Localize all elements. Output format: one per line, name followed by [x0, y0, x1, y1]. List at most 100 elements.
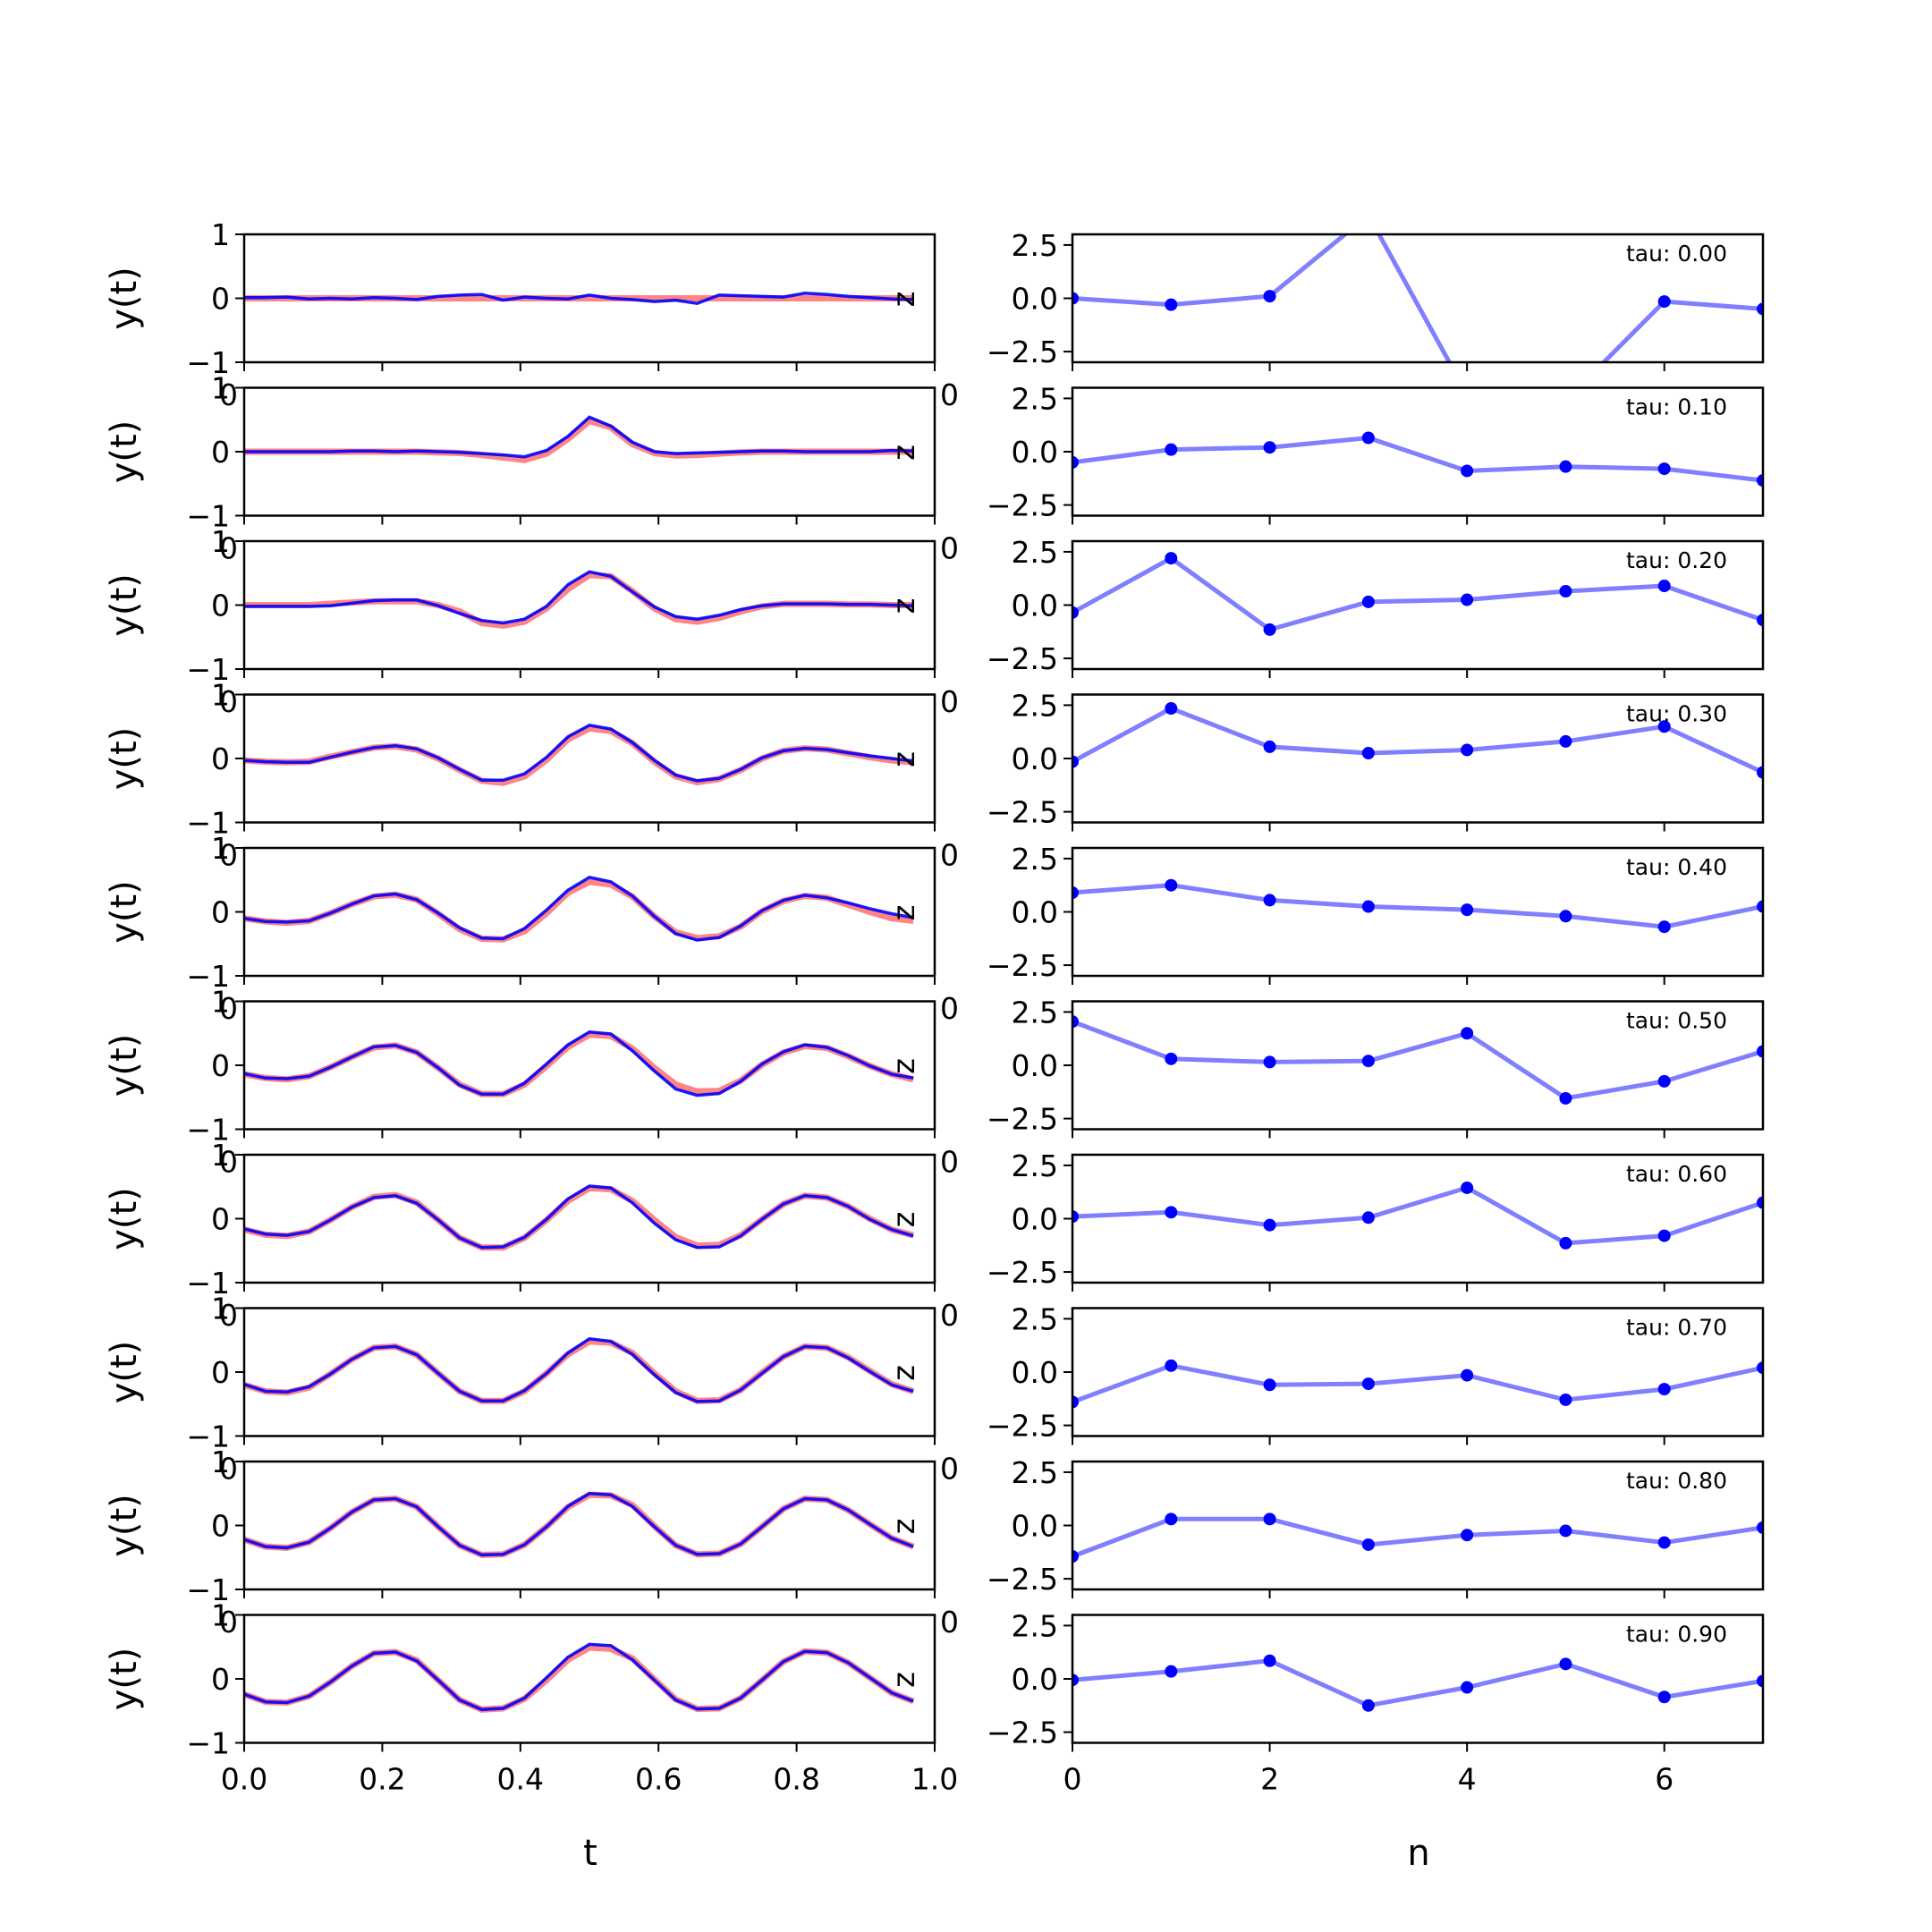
coefficient-point — [1657, 1690, 1671, 1704]
left-y-tick-label: −1 — [186, 806, 230, 841]
coefficient-point — [1757, 1521, 1763, 1534]
coefficient-point — [1757, 766, 1763, 779]
left-y-tick-label: 1 — [211, 1292, 230, 1326]
stray-tick-label-left: 0 — [219, 1298, 238, 1333]
left-y-tick-label: −1 — [186, 499, 230, 534]
left-subplot: 10−1y(t) z0 0 — [104, 678, 959, 873]
right-y-tick-label: 2.5 — [1012, 1148, 1058, 1183]
left-y-tick-label: 0 — [211, 1355, 230, 1390]
left-y-axis-label: y(t) — [104, 420, 145, 484]
right-y-tick-label: −2.5 — [987, 948, 1058, 983]
prediction-series-line — [244, 1642, 914, 1712]
coefficient-point — [1361, 595, 1375, 608]
coefficient-series-line — [1072, 1516, 1763, 1559]
left-subplot: 10−1y(t) z0 0 — [104, 1292, 959, 1487]
left-y-axis-label: y(t) — [104, 1648, 145, 1711]
coefficient-point — [1559, 585, 1572, 598]
prediction-series-line — [244, 1336, 914, 1403]
coefficient-point — [1072, 1550, 1079, 1563]
prediction-series-line — [244, 1184, 914, 1250]
coefficient-point — [1461, 743, 1474, 757]
coefficient-point — [1757, 1196, 1763, 1209]
coefficient-point — [1263, 1378, 1276, 1392]
right-y-tick-label: 0.0 — [1012, 1048, 1058, 1083]
prediction-series-line — [244, 415, 914, 459]
left-y-axis-label: y(t) — [104, 573, 145, 637]
coefficient-point — [1165, 1052, 1178, 1065]
coefficient-point — [1072, 886, 1079, 900]
coefficient-series-line — [1072, 234, 1763, 362]
coefficient-point — [1072, 1395, 1079, 1409]
coefficient-point — [1072, 606, 1079, 619]
prediction-series-line — [244, 1492, 914, 1557]
coefficient-point — [1165, 701, 1178, 715]
left-y-tick-label: −1 — [186, 1572, 230, 1607]
right-x-tick-label: 4 — [1458, 1762, 1477, 1797]
coefficient-point — [1072, 1674, 1079, 1687]
left-subplot: 10−1y(t) z0 0 — [104, 1445, 959, 1640]
coefficient-point — [1757, 900, 1763, 913]
right-y-tick-label: 0.0 — [1012, 1662, 1058, 1697]
coefficient-point — [1461, 1681, 1474, 1694]
right-y-tick-label: 2.5 — [1012, 1301, 1058, 1336]
right-y-tick-label: 0.0 — [1012, 1355, 1058, 1390]
coefficient-point — [1657, 580, 1671, 593]
right-y-tick-label: 0.0 — [1012, 895, 1058, 930]
tau-label: tau: 0.90 — [1626, 1622, 1727, 1648]
coefficient-series-line — [1072, 1363, 1763, 1404]
left-y-tick-label: 1 — [211, 831, 230, 866]
stray-tick-label-right: 0 — [940, 1605, 959, 1640]
left-subplot: 10−1y(t) z0 0 — [104, 985, 959, 1180]
left-y-tick-label: 1 — [211, 1445, 230, 1479]
tau-label: tau: 0.30 — [1626, 701, 1727, 727]
tau-label: tau: 0.70 — [1626, 1315, 1727, 1341]
right-x-axis-label: n — [1407, 1833, 1429, 1874]
coefficient-series-line — [1072, 435, 1763, 483]
left-y-tick-label: 0 — [211, 435, 230, 470]
coefficient-point — [1072, 455, 1079, 469]
left-y-axis-label: y(t) — [104, 880, 145, 944]
coefficient-point — [1461, 1181, 1474, 1194]
left-y-axis-label: y(t) — [104, 1187, 145, 1250]
right-y-tick-label: −2.5 — [987, 488, 1058, 523]
right-subplot: 2.5 0.0 −2.5 tau: 0.50 — [987, 995, 1765, 1139]
right-y-tick-label: 2.5 — [1012, 535, 1058, 570]
coefficient-series-line — [1072, 883, 1763, 929]
coefficient-point — [1361, 747, 1375, 760]
stray-tick-label-right: 0 — [940, 991, 959, 1026]
stray-tick-label-left: 0 — [219, 531, 238, 566]
left-y-tick-label: −1 — [186, 652, 230, 687]
left-y-tick-label: 0 — [211, 589, 230, 623]
right-subplot: 2.5 0.0 −2.5 tau: 0.80 — [987, 1455, 1765, 1598]
stray-tick-label-right: 0 — [940, 1298, 959, 1333]
coefficient-point — [1165, 878, 1178, 892]
left-subplot: 10−1y(t) z0 0 — [104, 1138, 959, 1333]
left-subplot: 10−1y(t) z0 0 — [104, 524, 959, 719]
coefficient-point — [1559, 1524, 1572, 1538]
coefficient-point — [1461, 593, 1474, 606]
right-y-tick-label: 0.0 — [1012, 435, 1058, 470]
left-x-tick-label: 0.0 — [221, 1762, 267, 1797]
coefficient-point — [1559, 910, 1572, 923]
left-y-tick-label: 0 — [211, 895, 230, 930]
coefficient-series-line — [1072, 555, 1763, 632]
coefficient-point — [1165, 1665, 1178, 1678]
right-subplot: 2.5 0.0 −2.5 tau: 0.00 — [987, 228, 1765, 371]
stray-tick-label-right: 0 — [940, 838, 959, 873]
side-axis-label: z — [886, 905, 922, 921]
left-x-tick-label: 0.6 — [635, 1762, 682, 1797]
prediction-series-line — [244, 723, 914, 783]
side-axis-label: z — [886, 598, 922, 614]
left-y-axis-label: y(t) — [104, 267, 145, 330]
coefficient-point — [1263, 1654, 1276, 1667]
coefficient-point — [1757, 614, 1763, 627]
coefficient-point — [1361, 1377, 1375, 1391]
coefficient-point — [1165, 552, 1178, 565]
coefficient-point — [1361, 431, 1375, 445]
coefficient-point — [1361, 1055, 1375, 1068]
left-y-tick-label: −1 — [186, 345, 230, 380]
left-y-tick-label: 1 — [211, 524, 230, 559]
